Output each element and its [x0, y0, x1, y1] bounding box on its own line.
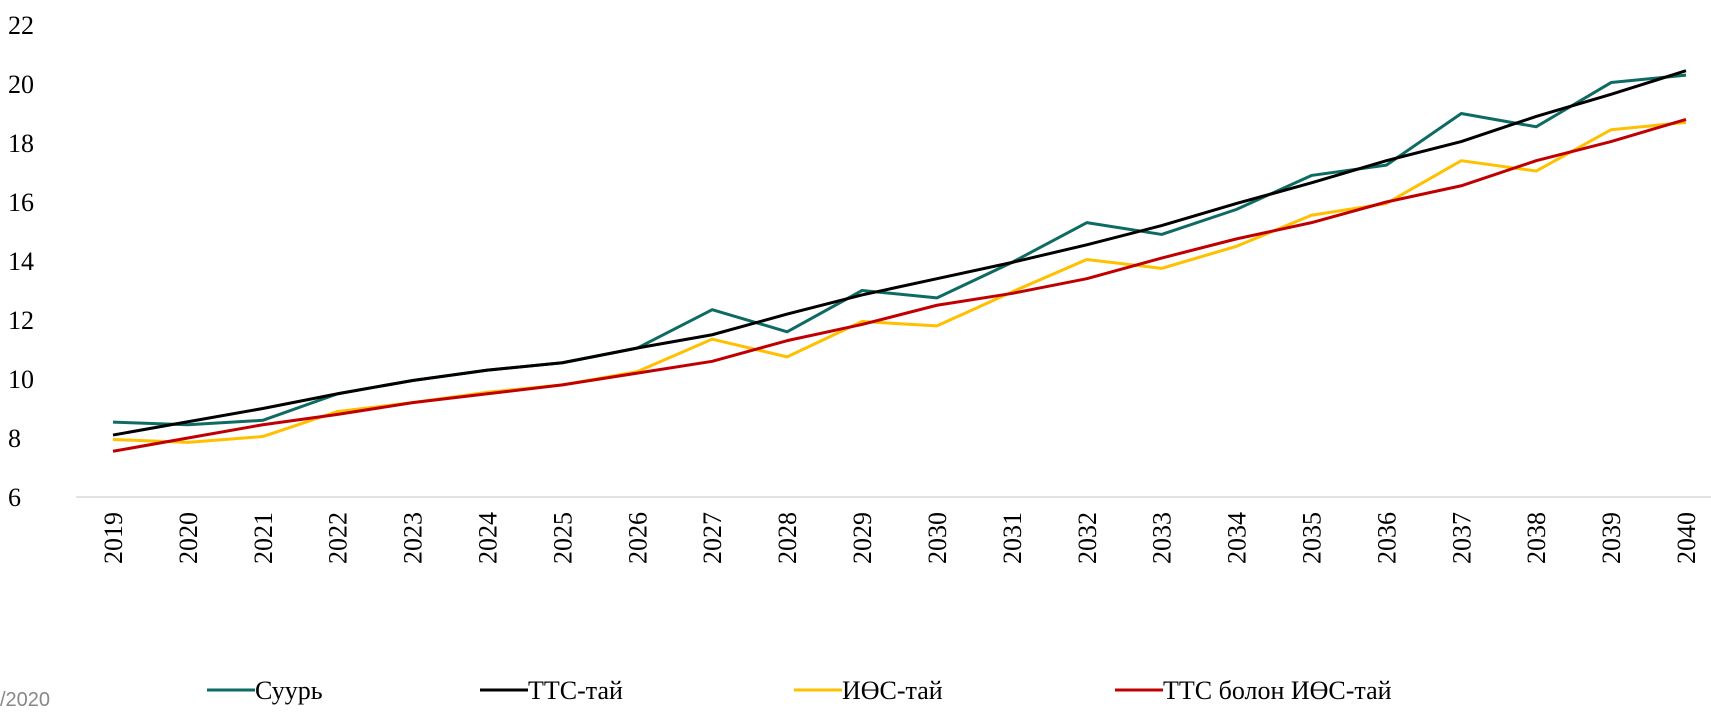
x-tick-label: 2029: [848, 512, 877, 564]
y-tick-label: 12: [8, 306, 34, 335]
x-tick-label: 2027: [698, 512, 727, 564]
x-tick-label: 2028: [773, 512, 802, 564]
x-tick-label: 2026: [623, 512, 652, 564]
x-tick-label: 2032: [1073, 512, 1102, 564]
series-line: [112, 120, 1687, 444]
x-tick-label: 2036: [1372, 512, 1401, 564]
x-tick-label: 2037: [1447, 512, 1476, 564]
x-tick-label: 2030: [923, 512, 952, 564]
x-tick-label: 2022: [324, 512, 353, 564]
x-tick-label: 2024: [474, 512, 503, 564]
legend-label: ИӨС-тай: [842, 676, 943, 705]
x-tick-label: 2019: [99, 512, 128, 564]
series-line: [112, 69, 1687, 437]
y-tick-label: 16: [8, 188, 34, 217]
x-tick-label: 2031: [998, 512, 1027, 564]
x-tick-label: 2039: [1597, 512, 1626, 564]
x-tick-label: 2033: [1148, 512, 1177, 564]
legend-label: ТТС болон ИӨС-тай: [1163, 676, 1392, 705]
series-line: [112, 73, 1687, 427]
legend-label: ТТС-тай: [528, 676, 623, 705]
y-tick-label: 18: [8, 129, 34, 158]
x-tick-label: 2025: [548, 512, 577, 564]
y-tick-label: 8: [8, 424, 21, 453]
y-tick-label: 6: [8, 483, 21, 512]
footer-fragment: /2020: [0, 689, 50, 711]
x-tick-label: 2035: [1297, 512, 1326, 564]
x-tick-label: 2034: [1223, 512, 1252, 564]
y-tick-label: 10: [8, 365, 34, 394]
y-tick-label: 14: [8, 247, 34, 276]
x-tick-label: 2023: [399, 512, 428, 564]
series-line: [112, 117, 1687, 453]
y-tick-label: 22: [8, 11, 34, 40]
legend-label: Суурь: [255, 676, 323, 705]
x-tick-label: 2038: [1522, 512, 1551, 564]
x-tick-label: 2040: [1672, 512, 1701, 564]
x-tick-label: 2021: [249, 512, 278, 564]
x-tick-label: 2020: [174, 512, 203, 564]
y-tick-label: 20: [8, 70, 34, 99]
